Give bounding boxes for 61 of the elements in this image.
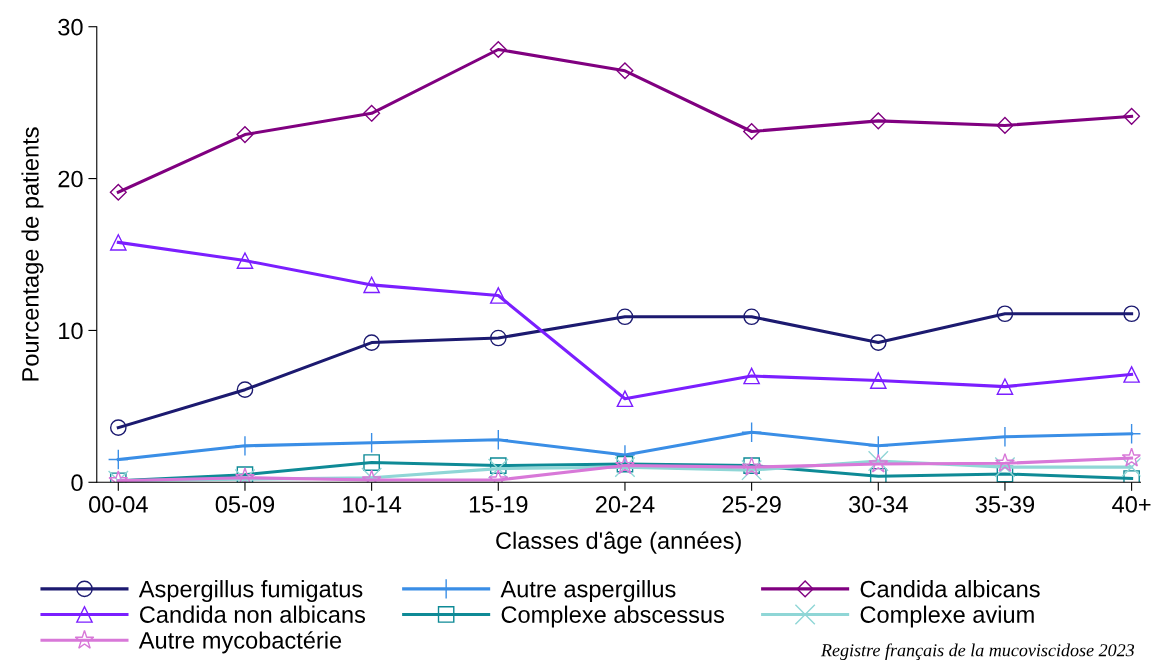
- x-tick-label: 00-04: [89, 496, 148, 513]
- point: [741, 459, 763, 481]
- x-tick-label: 40+: [1112, 496, 1151, 513]
- x-axis-title: Classes d'âge (années): [496, 531, 741, 554]
- point: [616, 62, 634, 80]
- point: [363, 276, 380, 294]
- point: [489, 287, 507, 304]
- point: [363, 334, 380, 351]
- point: [489, 40, 507, 59]
- point: [996, 305, 1014, 323]
- point: [109, 419, 127, 436]
- point: [109, 234, 127, 251]
- point: [996, 378, 1014, 395]
- point: [994, 456, 1016, 478]
- y-tick-label: 10: [59, 322, 83, 340]
- point: [743, 308, 760, 326]
- point: [869, 467, 887, 483]
- point: [741, 421, 763, 443]
- point: [489, 457, 507, 474]
- point: [363, 454, 380, 471]
- x-tick-label: 15-19: [469, 496, 528, 513]
- x-tick-label: 25-29: [722, 496, 781, 513]
- y-axis-title: Pourcentage de patients: [21, 127, 44, 381]
- point: [869, 112, 887, 130]
- y-tick-label: 30: [58, 18, 83, 36]
- legend-label: Candida albicans: [860, 580, 1040, 598]
- point: [236, 252, 254, 269]
- point: [1123, 366, 1140, 383]
- point: [236, 381, 254, 398]
- point: [867, 435, 889, 457]
- legend-label: Complexe abscessus: [501, 605, 725, 628]
- point: [869, 372, 887, 389]
- legend-label: Autre aspergillus: [500, 580, 676, 603]
- point: [616, 308, 634, 326]
- x-tick-label: 05-09: [215, 496, 275, 513]
- point: [869, 334, 887, 351]
- x-tick-label: 35-39: [975, 496, 1035, 513]
- text: Registre français de la mucoviscidose 2023: [820, 643, 1135, 660]
- point: [743, 367, 760, 385]
- point: [236, 125, 254, 144]
- y-tick-label: 20: [58, 170, 83, 188]
- point: [616, 390, 634, 408]
- x-tick-label: 20-24: [595, 496, 655, 513]
- legend-label: Candida non albicans: [139, 605, 366, 623]
- x-tick-label: 10-14: [343, 496, 402, 513]
- point: [1121, 447, 1141, 467]
- point: [1123, 305, 1140, 323]
- x-tick-label: 30-34: [848, 496, 908, 513]
- legend-label: Complexe avium: [860, 605, 1034, 628]
- point: [1123, 107, 1141, 125]
- point: [996, 116, 1014, 134]
- legend-label: Aspergillus fumigatus: [138, 580, 363, 603]
- point: [363, 104, 381, 122]
- y-tick-label: 0: [71, 474, 83, 492]
- point: [995, 452, 1015, 472]
- point: [489, 329, 507, 347]
- point: [487, 458, 509, 480]
- point: [109, 183, 127, 201]
- point: [107, 449, 129, 470]
- legend-label: Autre mycobactérie: [138, 631, 342, 654]
- point: [743, 122, 761, 141]
